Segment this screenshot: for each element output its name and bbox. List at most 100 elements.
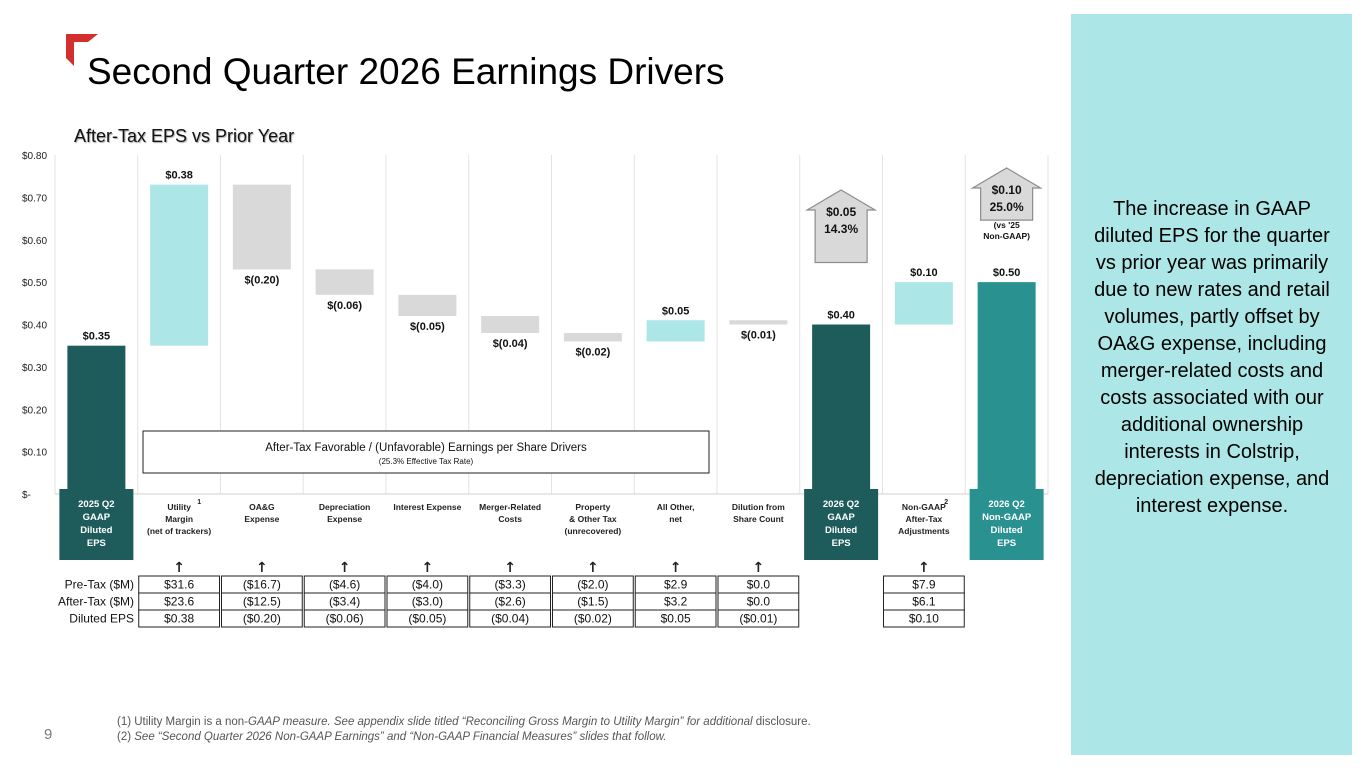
page-number: 9 bbox=[44, 726, 53, 743]
table-cell bbox=[221, 609, 303, 628]
y-tick-label: $0.40 bbox=[22, 321, 47, 332]
table-cell-value: ($16.7) bbox=[243, 578, 281, 592]
table-cell-value: ($12.5) bbox=[243, 595, 281, 609]
data-label: $(0.06) bbox=[327, 300, 362, 312]
table-cell-value: $7.9 bbox=[912, 578, 936, 592]
up-arrow-icon: ↑ bbox=[339, 560, 351, 576]
data-label: $(0.20) bbox=[244, 274, 279, 286]
table-cell bbox=[552, 609, 634, 628]
table-cell bbox=[717, 609, 800, 628]
category-label: GAAP bbox=[827, 512, 855, 523]
table-cell bbox=[138, 609, 220, 628]
category-label: Non-GAAP bbox=[982, 512, 1032, 523]
category-label: Diluted bbox=[825, 525, 857, 536]
category-label: 2025 Q2 bbox=[78, 499, 114, 510]
category-label: & Other Tax bbox=[569, 514, 617, 524]
table-cell bbox=[303, 609, 386, 628]
y-tick-label: $0.60 bbox=[22, 236, 47, 247]
table-cell-value: ($0.05) bbox=[408, 612, 446, 626]
eps-waterfall-chart: $0.80 $0.70 $0.60 $0.50 $0.40 $0.30 $0.20 $0.10… bbox=[22, 151, 1049, 628]
bar bbox=[398, 294, 457, 317]
table-cell-value: $6.1 bbox=[912, 595, 936, 609]
data-label: $0.50 bbox=[993, 267, 1021, 279]
y-tick-label: $0.50 bbox=[22, 278, 47, 289]
table-cell-value: $0.05 bbox=[661, 612, 691, 626]
table-cell bbox=[469, 609, 551, 628]
brand-logo-icon bbox=[66, 34, 98, 66]
category-label: OA&G bbox=[249, 502, 275, 512]
table-cell-value: ($0.01) bbox=[739, 612, 777, 626]
data-label: $0.40 bbox=[827, 310, 855, 322]
category-label: Share Count bbox=[733, 514, 784, 524]
category-label: Merger-Related bbox=[479, 502, 541, 512]
data-label: $0.10 bbox=[910, 267, 938, 279]
up-arrow-icon: ↑ bbox=[587, 560, 599, 576]
category-label: Margin bbox=[165, 514, 193, 524]
table-cell-value: ($0.02) bbox=[574, 612, 612, 626]
category-label: (unrecovered) bbox=[565, 526, 622, 536]
table-cell-value: ($3.4) bbox=[329, 595, 360, 609]
page-title: Second Quarter 2026 Earnings Drivers bbox=[87, 51, 725, 92]
table-cell-value: ($1.5) bbox=[577, 595, 608, 609]
bar bbox=[481, 316, 540, 333]
table-row-label: After-Tax ($M) bbox=[58, 595, 134, 609]
category-label: After-Tax bbox=[906, 514, 943, 524]
table-cell bbox=[634, 609, 717, 628]
table-cell-value: $23.6 bbox=[164, 595, 194, 609]
table-cell-value: ($3.0) bbox=[412, 595, 443, 609]
callout-text: Non-GAAP) bbox=[983, 231, 1030, 241]
table-cell-value: $2.9 bbox=[664, 578, 688, 592]
up-arrow-icon: ↑ bbox=[173, 560, 185, 576]
up-arrow-icon: ↑ bbox=[256, 560, 268, 576]
data-label: $0.05 bbox=[662, 305, 690, 317]
bar bbox=[812, 324, 871, 494]
category-label: EPS bbox=[832, 538, 851, 549]
category-label: Dilution from bbox=[732, 502, 785, 512]
table-cell-value: $0.0 bbox=[747, 578, 771, 592]
footnote-2: (2) See “Second Quarter 2026 Non-GAAP Ea… bbox=[117, 731, 667, 743]
table-cell-value: $0.0 bbox=[747, 595, 771, 609]
table-cell-value: $0.38 bbox=[164, 612, 194, 626]
y-tick-label: $0.10 bbox=[22, 448, 47, 459]
table-cell-value: ($2.0) bbox=[577, 578, 608, 592]
growth-arrow-icon bbox=[970, 167, 1043, 221]
category-label: Utility bbox=[167, 502, 191, 512]
table-cell-value: ($0.06) bbox=[326, 612, 364, 626]
category-label: GAAP bbox=[83, 512, 111, 523]
up-arrow-icon: ↑ bbox=[422, 560, 434, 576]
chart-subtitle: After-Tax EPS vs Prior Year bbox=[74, 126, 295, 146]
up-arrow-icon: ↑ bbox=[918, 560, 930, 576]
table-cell bbox=[386, 609, 469, 628]
table-cell-value: ($2.6) bbox=[494, 595, 525, 609]
up-arrow-icon: ↑ bbox=[753, 560, 765, 576]
table-cell-value: $3.2 bbox=[664, 595, 688, 609]
callout-text: $0.05 bbox=[826, 205, 856, 219]
category-label: Expense bbox=[327, 514, 362, 524]
y-tick-label: $0.70 bbox=[22, 193, 47, 204]
up-arrow-icon: ↑ bbox=[670, 560, 682, 576]
bar bbox=[232, 184, 291, 270]
bar bbox=[150, 184, 209, 346]
bar bbox=[646, 320, 705, 342]
data-label: $(0.02) bbox=[575, 346, 610, 358]
category-box bbox=[969, 489, 1044, 560]
callout-text: 25.0% bbox=[990, 200, 1024, 214]
callout-text: 14.3% bbox=[824, 222, 858, 236]
table-cell-value: ($0.20) bbox=[243, 612, 281, 626]
category-box bbox=[59, 489, 134, 560]
category-label: Depreciation bbox=[319, 502, 371, 512]
bar bbox=[729, 320, 788, 325]
bar bbox=[977, 282, 1036, 494]
data-label: $0.38 bbox=[165, 170, 193, 182]
data-label: $(0.04) bbox=[493, 338, 528, 350]
y-tick-label: $0.80 bbox=[22, 151, 47, 162]
category-label: net bbox=[669, 514, 682, 524]
up-arrow-icon: ↑ bbox=[504, 560, 516, 576]
table-cell-value: ($4.6) bbox=[329, 578, 360, 592]
table-cell-value: ($3.3) bbox=[494, 578, 525, 592]
table-row-label: Pre-Tax ($M) bbox=[65, 578, 134, 592]
category-label: EPS bbox=[997, 538, 1016, 549]
category-label: 2026 Q2 bbox=[988, 499, 1024, 510]
category-label: (net of trackers) bbox=[147, 526, 211, 536]
data-label: $(0.01) bbox=[741, 330, 776, 342]
